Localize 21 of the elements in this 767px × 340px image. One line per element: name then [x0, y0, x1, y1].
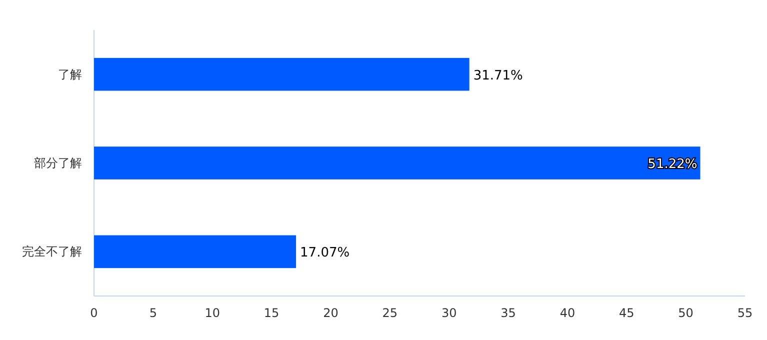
- x-tick-label: 20: [323, 306, 338, 320]
- data-label: 51.22%: [648, 157, 698, 172]
- data-label: 31.71%: [473, 68, 523, 84]
- y-tick-label: 了解: [58, 67, 82, 82]
- x-tick-label: 50: [678, 306, 694, 320]
- data-label: 17.07%: [300, 246, 350, 261]
- bar: [94, 235, 296, 268]
- x-tick-label: 0: [90, 306, 98, 320]
- y-tick-label: 部分了解: [34, 156, 82, 170]
- bar: [94, 146, 700, 180]
- x-tick-label: 5: [149, 306, 157, 320]
- x-tick-label: 55: [737, 306, 753, 320]
- x-tick-label: 40: [560, 306, 576, 320]
- x-tick-label: 15: [264, 306, 280, 320]
- bar: [94, 58, 470, 91]
- y-tick-label: 完全不了解: [22, 244, 82, 259]
- x-tick-label: 45: [618, 306, 634, 320]
- x-tick-label: 10: [204, 306, 220, 320]
- x-tick-label: 35: [500, 306, 516, 320]
- x-tick-label: 30: [441, 306, 457, 320]
- x-tick-label: 25: [382, 306, 398, 320]
